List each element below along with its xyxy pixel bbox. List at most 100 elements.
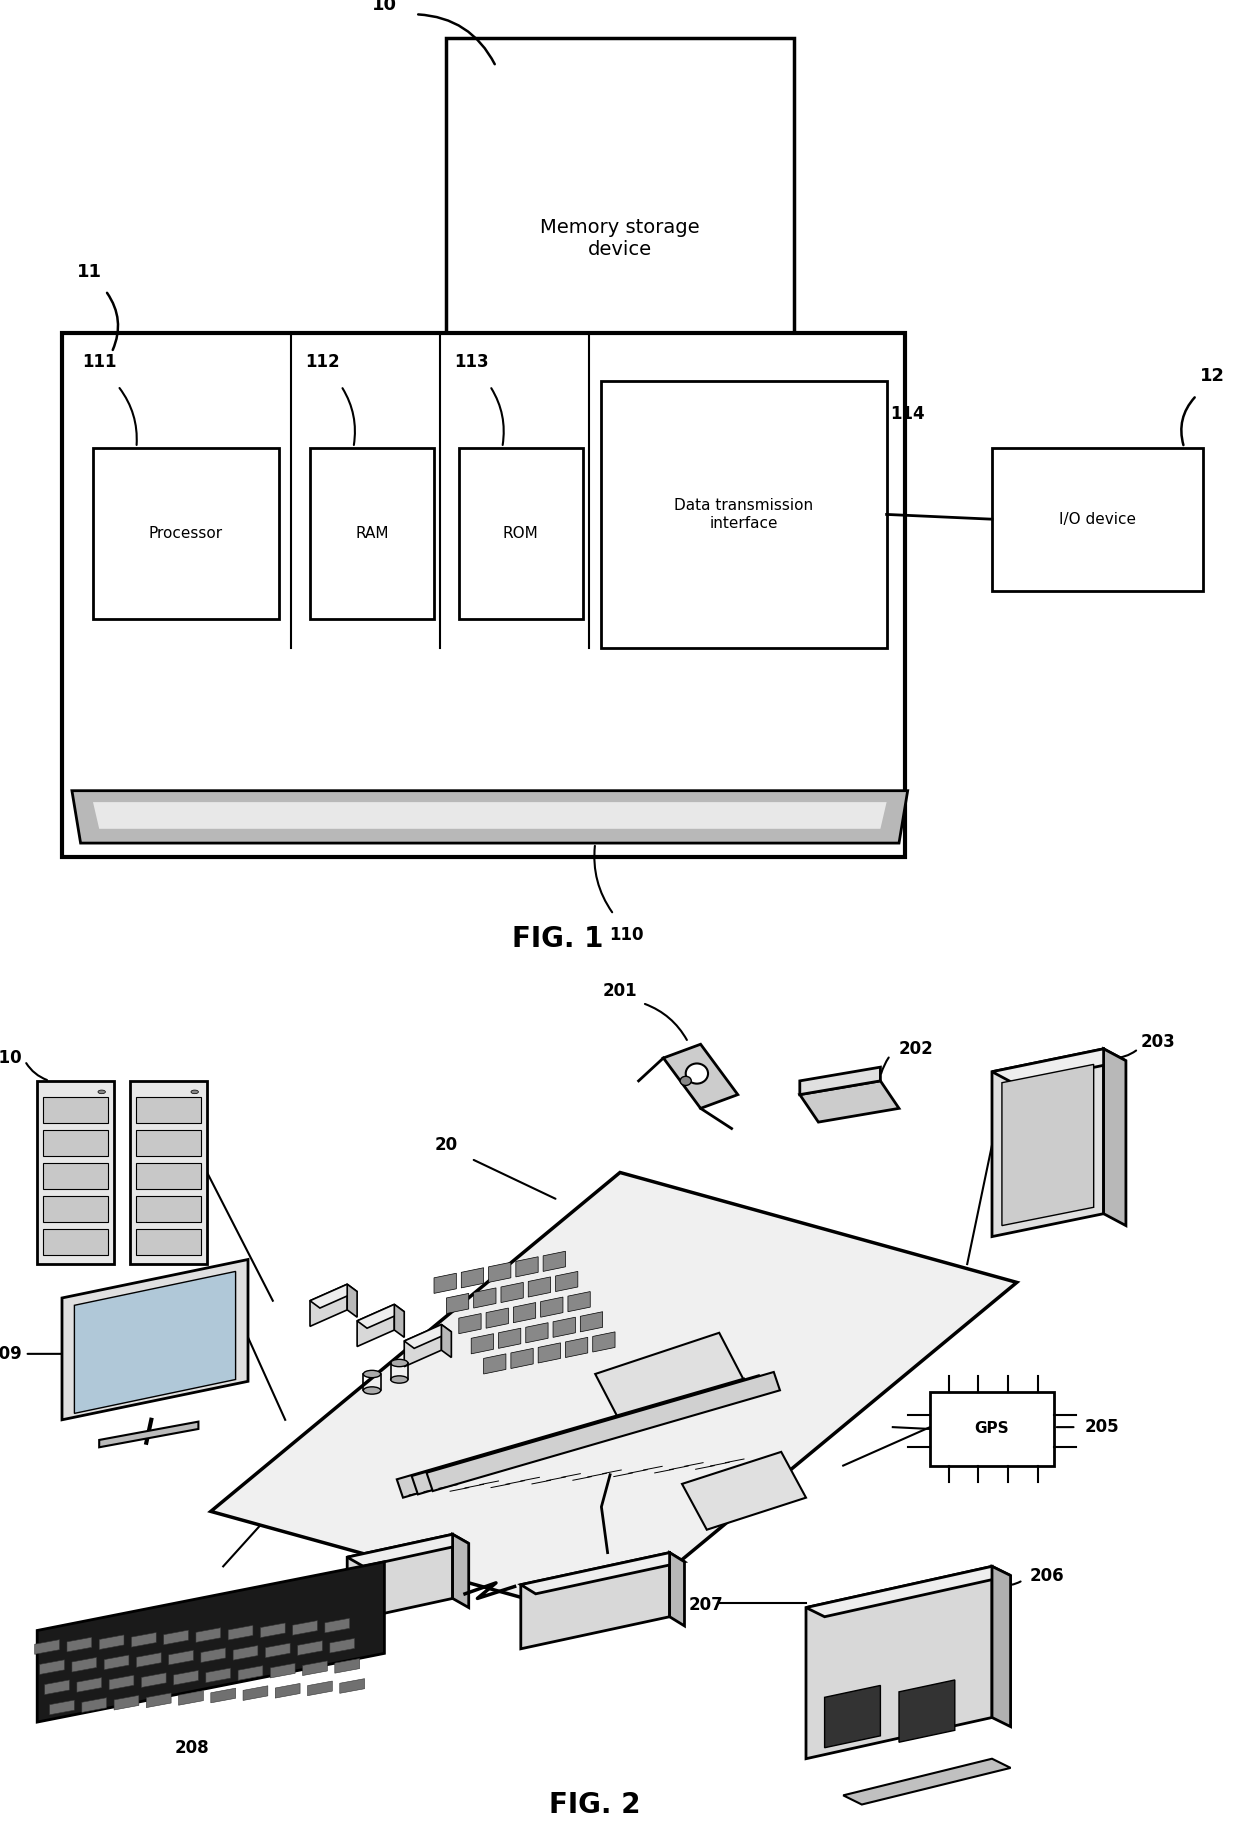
Polygon shape xyxy=(565,1337,588,1358)
Polygon shape xyxy=(211,1689,236,1704)
Polygon shape xyxy=(310,1284,347,1326)
Text: 205: 205 xyxy=(1085,1418,1120,1436)
Polygon shape xyxy=(293,1621,317,1636)
Polygon shape xyxy=(394,1304,404,1337)
Polygon shape xyxy=(474,1288,496,1308)
Text: 208: 208 xyxy=(175,1739,210,1757)
Polygon shape xyxy=(347,1284,357,1317)
Polygon shape xyxy=(1002,1064,1094,1226)
Polygon shape xyxy=(992,1048,1104,1237)
Polygon shape xyxy=(196,1627,221,1641)
Polygon shape xyxy=(233,1645,258,1660)
Polygon shape xyxy=(516,1257,538,1277)
Polygon shape xyxy=(99,1422,198,1447)
Bar xyxy=(459,447,583,619)
Polygon shape xyxy=(164,1630,188,1645)
Polygon shape xyxy=(670,1554,684,1627)
Polygon shape xyxy=(99,1634,124,1649)
Text: 202: 202 xyxy=(899,1041,934,1057)
Polygon shape xyxy=(114,1695,139,1709)
Polygon shape xyxy=(526,1323,548,1343)
Polygon shape xyxy=(93,802,887,828)
Text: Processor: Processor xyxy=(149,526,223,540)
Polygon shape xyxy=(556,1271,578,1292)
Polygon shape xyxy=(347,1535,469,1566)
Polygon shape xyxy=(72,1658,97,1673)
Polygon shape xyxy=(72,791,908,843)
Polygon shape xyxy=(498,1328,521,1348)
Text: Data transmission
interface: Data transmission interface xyxy=(675,498,813,531)
Polygon shape xyxy=(511,1348,533,1369)
Bar xyxy=(930,1392,1054,1466)
Bar xyxy=(93,447,279,619)
Polygon shape xyxy=(77,1678,102,1693)
Text: 207: 207 xyxy=(688,1596,723,1614)
Text: 201: 201 xyxy=(603,982,637,1000)
Polygon shape xyxy=(43,1163,108,1189)
Polygon shape xyxy=(800,1081,899,1121)
Polygon shape xyxy=(211,1172,1017,1621)
Bar xyxy=(601,381,887,649)
Polygon shape xyxy=(459,1314,481,1334)
Polygon shape xyxy=(136,1229,201,1255)
Bar xyxy=(446,38,794,399)
Text: 209: 209 xyxy=(0,1345,22,1363)
Polygon shape xyxy=(43,1130,108,1156)
Polygon shape xyxy=(453,1535,469,1608)
Polygon shape xyxy=(806,1566,992,1759)
Polygon shape xyxy=(682,1451,806,1530)
Ellipse shape xyxy=(363,1387,381,1394)
Polygon shape xyxy=(82,1698,107,1713)
Polygon shape xyxy=(404,1325,451,1348)
Polygon shape xyxy=(347,1535,453,1621)
Text: 206: 206 xyxy=(1029,1566,1064,1585)
Polygon shape xyxy=(104,1654,129,1669)
Polygon shape xyxy=(303,1662,327,1676)
Polygon shape xyxy=(553,1317,575,1337)
Polygon shape xyxy=(528,1277,551,1297)
Text: 204: 204 xyxy=(324,1636,358,1652)
Polygon shape xyxy=(40,1660,64,1674)
Text: GPS: GPS xyxy=(975,1422,1009,1436)
Text: 111: 111 xyxy=(82,354,117,372)
Polygon shape xyxy=(136,1196,201,1222)
Polygon shape xyxy=(169,1651,193,1665)
Polygon shape xyxy=(484,1354,506,1374)
Polygon shape xyxy=(501,1282,523,1303)
Polygon shape xyxy=(265,1643,290,1658)
Polygon shape xyxy=(521,1554,684,1594)
Polygon shape xyxy=(136,1652,161,1667)
Polygon shape xyxy=(412,1376,765,1495)
Polygon shape xyxy=(325,1618,350,1632)
Ellipse shape xyxy=(98,1090,105,1094)
Ellipse shape xyxy=(191,1090,198,1094)
Polygon shape xyxy=(238,1665,263,1680)
Text: 203: 203 xyxy=(1141,1033,1176,1052)
Text: 210: 210 xyxy=(0,1050,22,1066)
Polygon shape xyxy=(50,1700,74,1715)
Polygon shape xyxy=(179,1691,203,1706)
Polygon shape xyxy=(357,1304,404,1328)
Polygon shape xyxy=(308,1682,332,1696)
Polygon shape xyxy=(800,1066,880,1094)
Polygon shape xyxy=(43,1097,108,1123)
Polygon shape xyxy=(146,1693,171,1707)
Polygon shape xyxy=(543,1251,565,1271)
Text: 12: 12 xyxy=(1200,366,1225,385)
Polygon shape xyxy=(136,1163,201,1189)
Polygon shape xyxy=(37,1561,384,1722)
Text: FIG. 1: FIG. 1 xyxy=(512,925,604,953)
Polygon shape xyxy=(541,1297,563,1317)
Bar xyxy=(992,447,1203,590)
Ellipse shape xyxy=(391,1359,408,1367)
Polygon shape xyxy=(141,1673,166,1687)
Polygon shape xyxy=(521,1554,670,1649)
Polygon shape xyxy=(35,1640,60,1654)
Bar xyxy=(62,333,905,857)
Polygon shape xyxy=(434,1273,456,1293)
Polygon shape xyxy=(260,1623,285,1638)
Polygon shape xyxy=(174,1671,198,1685)
Polygon shape xyxy=(843,1759,1011,1805)
Polygon shape xyxy=(663,1044,738,1108)
Ellipse shape xyxy=(391,1376,408,1383)
